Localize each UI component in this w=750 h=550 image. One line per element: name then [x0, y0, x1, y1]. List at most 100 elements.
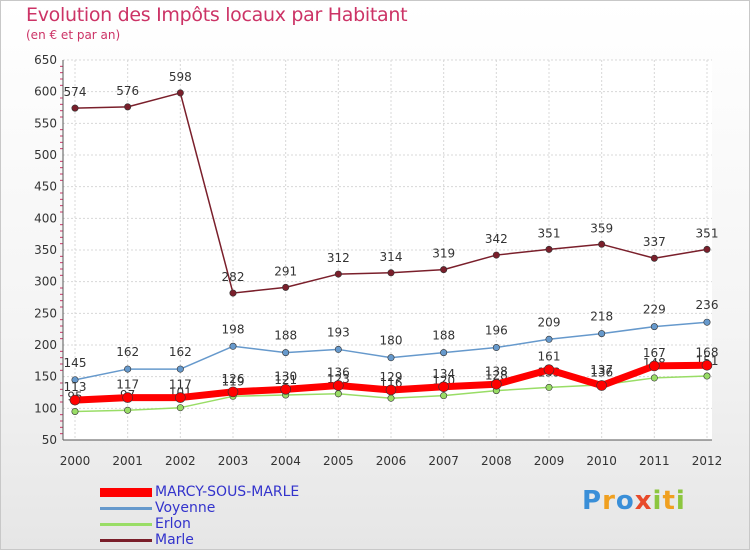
data-point-marle: [282, 283, 290, 291]
data-label-voyenne: 196: [485, 324, 508, 338]
data-point-marcy-sous-marle: [596, 380, 607, 391]
data-point-voyenne: [334, 345, 342, 353]
legend-label: Erlon: [155, 516, 191, 532]
data-label-voyenne: 236: [696, 298, 719, 312]
data-label-marcy-sous-marle: 117: [169, 378, 192, 392]
data-label-marle: 359: [590, 221, 613, 235]
data-point-erlon: [440, 392, 448, 400]
data-point-voyenne: [124, 365, 132, 373]
data-point-voyenne: [492, 344, 500, 352]
data-point-erlon: [650, 374, 658, 382]
data-label-marle: 598: [169, 70, 192, 84]
data-point-marle: [334, 270, 342, 278]
data-point-marcy-sous-marle: [333, 380, 344, 391]
proxiti-logo: Proxiti: [582, 486, 686, 516]
data-label-marle: 351: [696, 226, 719, 240]
data-label-marle: 312: [327, 251, 350, 265]
data-point-voyenne: [703, 318, 711, 326]
y-tick-label: 250: [34, 306, 57, 320]
data-point-erlon: [71, 407, 79, 415]
chart-title: Evolution des Impôts locaux par Habitant: [26, 4, 408, 26]
x-tick-label: 2012: [692, 454, 723, 468]
data-point-voyenne: [176, 365, 184, 373]
data-point-marle: [176, 89, 184, 97]
data-label-voyenne: 229: [643, 303, 666, 317]
data-label-marcy-sous-marle: 113: [64, 380, 87, 394]
data-label-voyenne: 162: [116, 345, 139, 359]
data-label-marle: 342: [485, 232, 508, 246]
data-point-marle: [71, 104, 79, 112]
legend-swatch: [100, 523, 152, 526]
y-tick-label: 450: [34, 180, 57, 194]
legend-swatch: [100, 488, 152, 497]
data-point-marle: [703, 245, 711, 253]
y-tick-label: 600: [34, 85, 57, 99]
data-label-erlon: 121: [274, 373, 297, 387]
data-point-voyenne: [229, 342, 237, 350]
data-point-voyenne: [387, 354, 395, 362]
x-tick-label: 2000: [60, 454, 91, 468]
data-label-marcy-sous-marle: 117: [116, 378, 139, 392]
data-label-marcy-sous-marle: 126: [222, 372, 245, 386]
x-tick-label: 2002: [165, 454, 196, 468]
data-label-voyenne: 198: [222, 322, 245, 336]
legend-swatch: [100, 507, 152, 510]
y-tick-label: 300: [34, 275, 57, 289]
x-tick-label: 2009: [534, 454, 565, 468]
data-label-marle: 576: [116, 84, 139, 98]
data-label-voyenne: 180: [380, 334, 403, 348]
data-label-voyenne: 188: [274, 329, 297, 343]
data-point-marle: [387, 269, 395, 277]
data-label-marle: 337: [643, 235, 666, 249]
data-point-erlon: [387, 394, 395, 402]
data-point-marcy-sous-marle: [385, 384, 397, 396]
data-point-voyenne: [545, 335, 553, 343]
data-point-voyenne: [282, 349, 290, 357]
x-tick-label: 2007: [428, 454, 459, 468]
data-point-marle: [650, 254, 658, 262]
data-label-voyenne: 145: [64, 356, 87, 370]
data-point-voyenne: [440, 349, 448, 357]
data-point-marcy-sous-marle: [649, 360, 660, 372]
y-tick-label: 550: [34, 116, 57, 130]
data-label-marcy-sous-marle: 167: [643, 346, 666, 360]
legend-label: Voyenne: [155, 500, 216, 516]
data-point-erlon: [703, 372, 711, 380]
data-label-marle: 282: [222, 270, 245, 284]
y-tick-label: 400: [34, 211, 57, 225]
legend-swatch: [100, 539, 152, 542]
chart-subtitle: (en € et par an): [26, 28, 121, 42]
data-point-marcy-sous-marle: [175, 392, 186, 403]
x-tick-label: 2005: [323, 454, 354, 468]
data-label-marcy-sous-marle: 129: [380, 370, 403, 384]
y-tick-label: 500: [34, 148, 57, 162]
y-tick-label: 100: [34, 401, 57, 415]
data-label-marcy-sous-marle: 130: [274, 369, 297, 383]
data-label-marle: 574: [64, 85, 87, 99]
data-point-marcy-sous-marle: [701, 359, 713, 371]
y-tick-label: 50: [42, 433, 57, 447]
x-tick-label: 2008: [481, 454, 512, 468]
data-label-voyenne: 218: [590, 310, 613, 324]
x-tick-label: 2010: [586, 454, 617, 468]
data-label-erlon: 137: [590, 363, 613, 377]
data-label-voyenne: 188: [432, 329, 455, 343]
x-tick-label: 2006: [376, 454, 407, 468]
y-tick-label: 150: [34, 370, 57, 384]
data-label-marcy-sous-marle: 168: [696, 345, 719, 359]
data-label-voyenne: 162: [169, 345, 192, 359]
data-point-voyenne: [71, 376, 79, 384]
legend-label: Marle: [155, 532, 194, 548]
data-label-marcy-sous-marle: 136: [327, 366, 350, 380]
y-tick-label: 200: [34, 338, 57, 352]
x-tick-label: 2001: [112, 454, 143, 468]
data-label-marle: 351: [538, 226, 561, 240]
data-point-marcy-sous-marle: [69, 394, 81, 406]
data-point-erlon: [545, 383, 553, 391]
data-point-voyenne: [598, 330, 606, 338]
y-tick-label: 350: [34, 243, 57, 257]
data-point-erlon: [176, 404, 184, 412]
data-point-voyenne: [650, 323, 658, 331]
data-point-marle: [598, 240, 606, 248]
